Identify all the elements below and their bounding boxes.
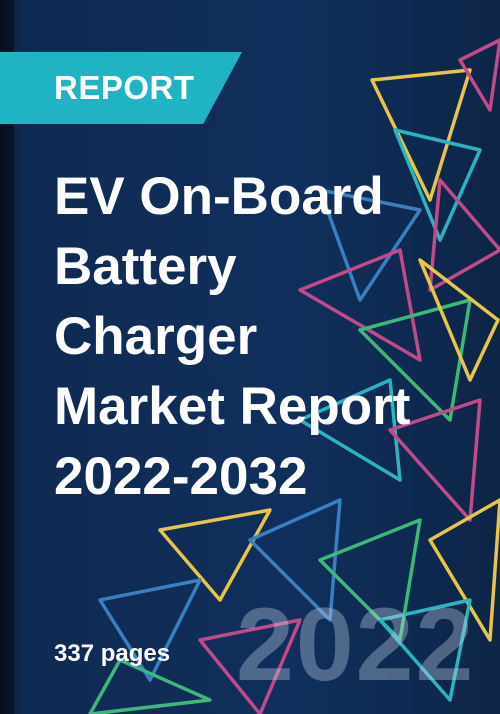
year-watermark: 2022 [236, 587, 476, 703]
spine-shade [0, 0, 22, 714]
title-line: Battery [54, 237, 237, 296]
page-count: 337 pages [54, 640, 171, 667]
title-line: 2022-2032 [54, 447, 308, 506]
report-title: EV On-Board Battery Charger Market Report 20… [54, 162, 410, 512]
title-line: EV On-Board [54, 167, 384, 226]
badge-text: REPORT [54, 69, 195, 106]
report-badge: REPORT [0, 52, 242, 124]
title-line: Market Report [54, 377, 411, 436]
title-line: Charger [54, 307, 258, 366]
